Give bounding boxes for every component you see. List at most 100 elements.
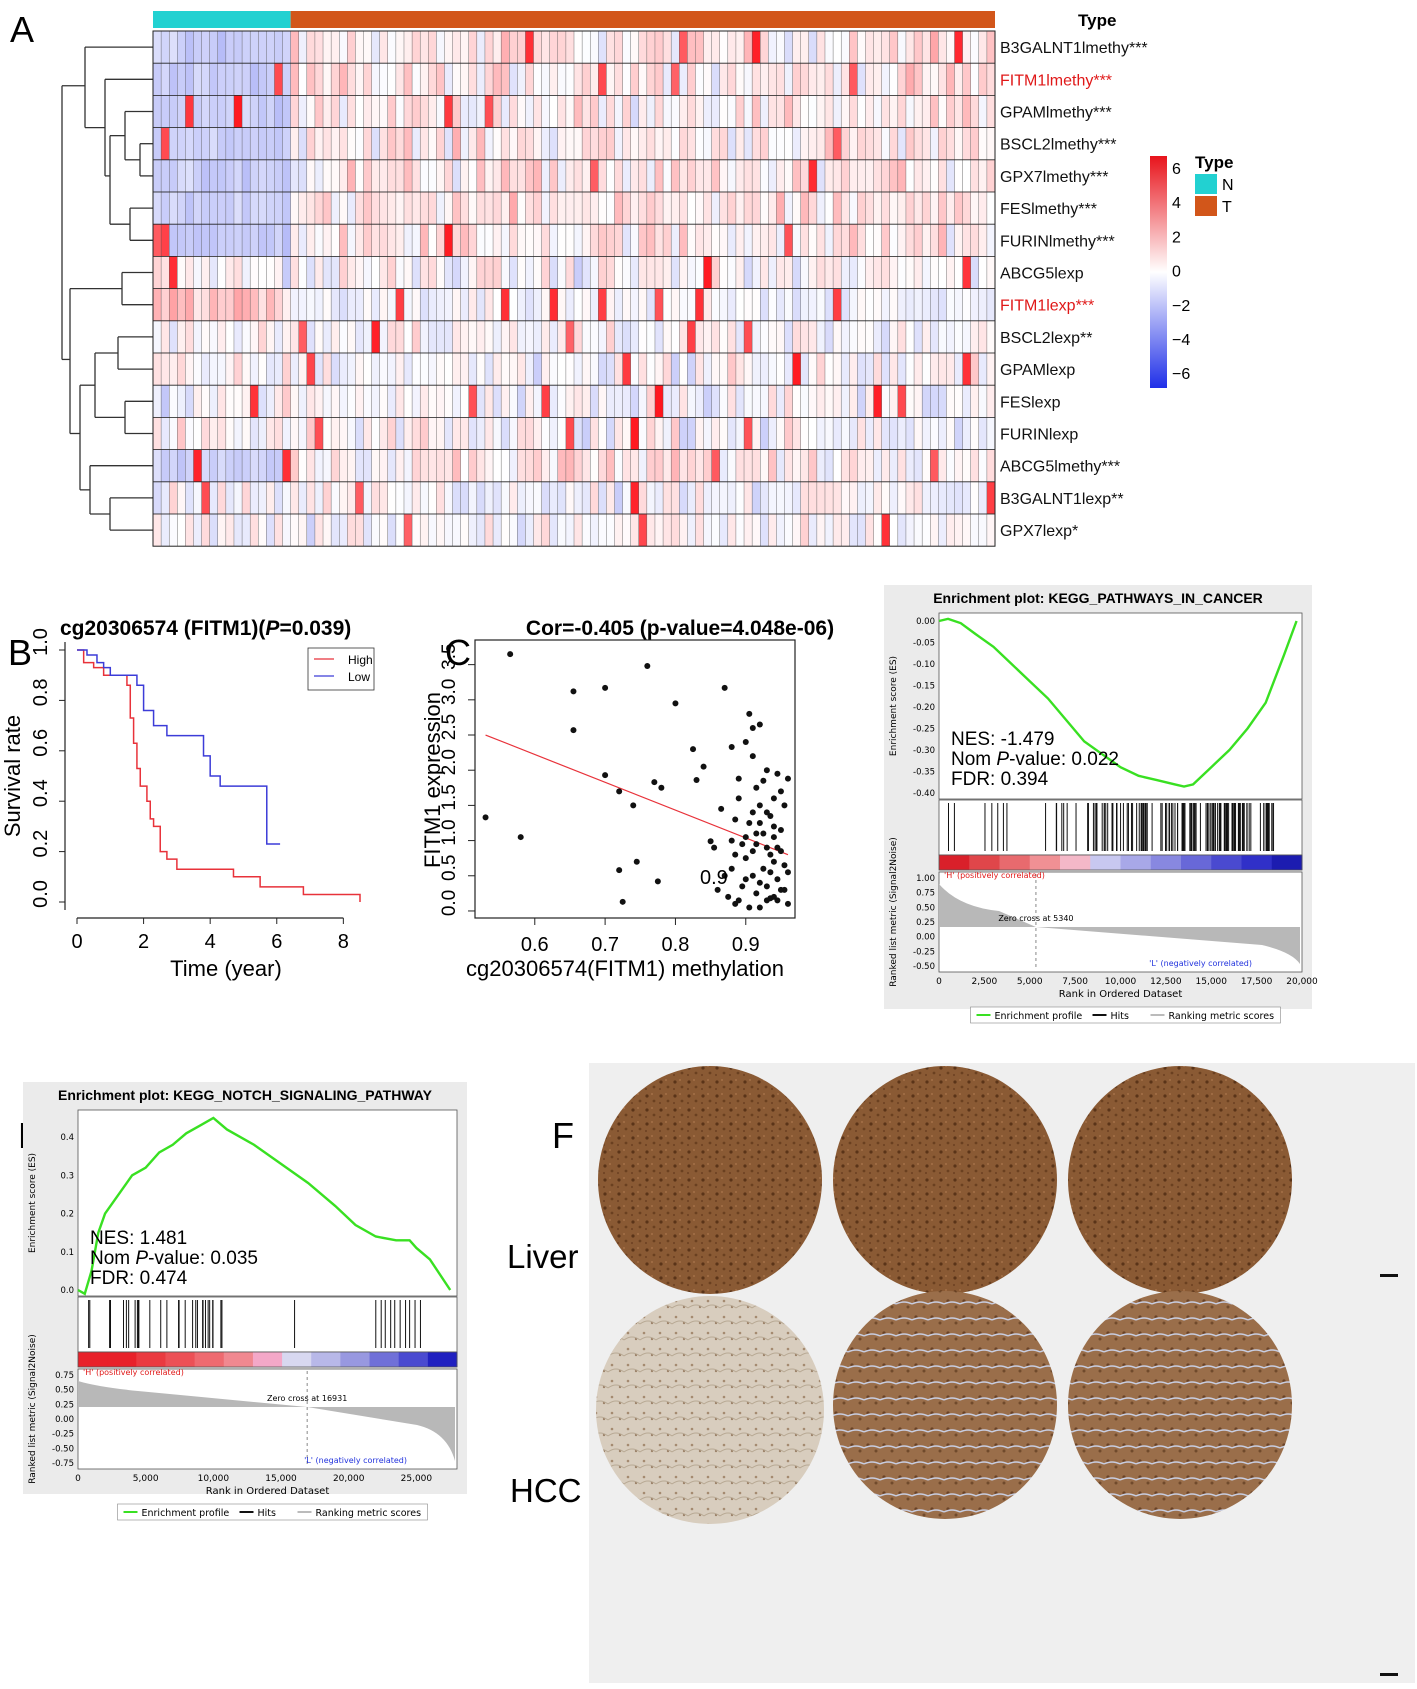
heatmap-cell [185, 288, 194, 322]
heatmap-cell [865, 481, 875, 515]
heatmap-cell [282, 30, 292, 64]
heatmap-cell [792, 288, 802, 322]
heatmap-cell [662, 223, 672, 257]
x-tick-label: 12,500 [1150, 977, 1182, 987]
heatmap-cell [630, 481, 640, 515]
heatmap-cell [557, 95, 567, 128]
heatmap-cell [832, 288, 842, 322]
type-bar-normal [153, 11, 291, 28]
heatmap-cell [735, 127, 745, 160]
heatmap-cell [387, 63, 397, 96]
heatmap-cell [266, 256, 275, 289]
heatmap-cell [241, 449, 251, 483]
heatmap-cell [306, 127, 316, 160]
heatmap-cell [371, 63, 381, 96]
heatmap-cell [857, 288, 866, 322]
heatmap-cell [330, 63, 340, 96]
heatmap-cell [816, 256, 826, 289]
heatmap-cell [873, 223, 883, 257]
heatmap-cell [703, 288, 713, 322]
heatmap-cell [711, 95, 721, 128]
heatmap-cell [662, 481, 672, 515]
heatmap-cell [832, 449, 842, 483]
heatmap-cell [177, 191, 186, 225]
x-tick-label: 25,000 [401, 1474, 433, 1484]
heatmap-cell [921, 513, 931, 547]
heatmap-cell [395, 191, 405, 225]
heatmap-cell [727, 127, 737, 160]
heatmap-cell [719, 95, 729, 128]
heatmap-cell [905, 385, 915, 418]
heatmap-cell [347, 127, 356, 160]
heatmap-cell [201, 352, 211, 386]
heatmap-cell [436, 127, 445, 160]
heatmap-cell [168, 320, 178, 354]
heatmap-cell [930, 256, 939, 289]
heatmap-cell [921, 30, 931, 64]
heatmap-cell [897, 385, 907, 418]
heatmap-cell [565, 223, 575, 257]
heatmap-cell [160, 385, 170, 418]
heatmap-cell [897, 481, 907, 515]
heatmap-cell [687, 127, 696, 160]
colorbar-tick-label: 4 [1172, 195, 1181, 212]
heatmap-cell [484, 159, 494, 193]
heatmap-cell [565, 288, 575, 322]
heatmap-cell [792, 127, 802, 160]
heatmap-cell [687, 385, 696, 418]
heatmap-cell [784, 288, 794, 322]
heatmap-cell [573, 385, 583, 418]
heatmap-cell [549, 352, 559, 386]
heatmap-cell [209, 191, 219, 225]
heatmap-cell [954, 191, 964, 225]
heatmap-cell [557, 481, 567, 515]
heatmap-cell [314, 256, 324, 289]
heatmap-cell [857, 159, 866, 193]
survival-title-part: cg20306574 (FITM1)( [60, 617, 265, 640]
heatmap-cell [371, 352, 381, 386]
heatmap-cell [727, 288, 737, 322]
heatmap-cell [476, 385, 486, 418]
heatmap-cell [816, 95, 826, 128]
heatmap-cell [282, 320, 292, 354]
heatmap-cell [614, 256, 624, 289]
heatmap-cell [160, 449, 170, 483]
heatmap-cell [703, 256, 713, 289]
heatmap-cell [565, 481, 575, 515]
heatmap-cell [824, 513, 834, 547]
heatmap-cell [727, 513, 737, 547]
heatmap-cell [751, 352, 761, 386]
heatmap-cell [695, 288, 705, 322]
ranked-metric-area [939, 884, 1300, 964]
heatmap-cell [403, 191, 413, 225]
heatmap-cell [727, 30, 737, 64]
heatmap-cell [849, 256, 858, 289]
heatmap-cell [322, 223, 332, 257]
heatmap-cell [419, 30, 429, 64]
heatmap-cell [330, 191, 340, 225]
heatmap-cell [509, 385, 518, 418]
x-tick-label: 10,000 [1105, 977, 1137, 987]
heatmap-cell [703, 95, 713, 128]
es-axis-label: Enrichment score (ES) [889, 656, 899, 756]
heatmap-cell [857, 417, 866, 450]
heatmap-cell [921, 481, 931, 515]
scatter-point [784, 775, 791, 782]
heatmap-cell [630, 30, 640, 64]
type-legend-title: Type [1195, 153, 1233, 172]
heatmap-cell [921, 223, 931, 257]
heatmap-cell [484, 513, 494, 547]
heatmap-cell [921, 127, 931, 160]
heatmap-cell [735, 352, 745, 386]
type-annotation-bar [153, 11, 995, 28]
heatmap-cell [476, 127, 486, 160]
heatmap-cell [840, 30, 850, 64]
heatmap-cell [484, 191, 494, 225]
heatmap-cell [832, 63, 842, 96]
heatmap-cell [978, 63, 988, 96]
heatmap-cell [193, 481, 203, 515]
heatmap-cell [760, 30, 769, 64]
scatter-point [770, 834, 777, 841]
heatmap-cell [379, 256, 389, 289]
heatmap-cell [347, 256, 356, 289]
